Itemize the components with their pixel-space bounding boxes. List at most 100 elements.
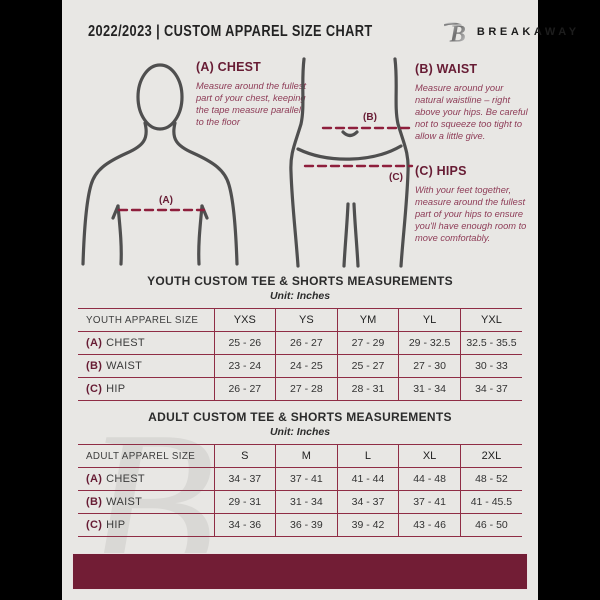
- cell: 30 - 33: [459, 354, 522, 378]
- cell: 32.5 - 35.5: [459, 331, 522, 355]
- row-name: HIP: [106, 383, 126, 395]
- hip-marker-label: (C): [389, 172, 403, 183]
- youth-measurements-section: YOUTH CUSTOM TEE & SHORTS MEASUREMENTS U…: [62, 274, 538, 401]
- brand-logo: B BREAKAWAY: [443, 17, 580, 47]
- cell: 29 - 31: [213, 490, 276, 514]
- cell: 29 - 32.5: [398, 331, 461, 355]
- cell: 25 - 27: [336, 354, 399, 378]
- youth-size-col-ym: YM: [336, 308, 399, 332]
- cell: 27 - 29: [336, 331, 399, 355]
- left-shoulder-arm-outline: [81, 121, 148, 266]
- instruction-chest: (A) CHEST Measure around the fullest par…: [196, 60, 310, 129]
- youth-hip-row: (C) HIP 26 - 27 27 - 28 28 - 31 31 - 34 3…: [78, 377, 522, 401]
- adult-waist-label: (B) WAIST: [78, 490, 214, 514]
- instruction-waist-title: (B) WAIST: [415, 62, 478, 76]
- row-key: (B): [86, 360, 103, 372]
- waist-marker-label: (B): [363, 112, 377, 123]
- adult-waist-row: (B) WAIST 29 - 31 31 - 34 34 - 37 37 - 41…: [78, 490, 522, 514]
- lower-body-diagram: (B) (C): [289, 57, 414, 268]
- navel-mark: [341, 130, 359, 138]
- instruction-chest-title: (A) CHEST: [196, 60, 261, 74]
- right-shoulder-arm-outline: [172, 121, 239, 266]
- cell: 31 - 34: [275, 490, 338, 514]
- cell: 25 - 26: [213, 331, 276, 355]
- left-inner-arm-outline: [116, 204, 123, 266]
- instruction-waist-text: Measure around your natural waistline – …: [415, 83, 528, 141]
- cell: 37 - 41: [398, 490, 461, 514]
- breakaway-b-icon: B: [443, 21, 466, 47]
- adult-table-title: ADULT CUSTOM TEE & SHORTS MEASUREMENTS: [148, 410, 452, 424]
- brand-name: BREAKAWAY: [476, 26, 580, 38]
- right-inner-arm-outline: [197, 204, 204, 266]
- youth-size-label-header: YOUTH APPAREL SIZE: [78, 308, 214, 332]
- adult-size-col-l: L: [336, 444, 399, 468]
- cell: 24 - 25: [275, 354, 338, 378]
- cell: 39 - 42: [336, 513, 399, 537]
- waistband-curve: [296, 144, 403, 161]
- instruction-hips-text: With your feet together, measure around …: [415, 185, 527, 243]
- left-hip-leg-outline: [289, 57, 306, 268]
- cell: 41 - 45.5: [459, 490, 522, 514]
- cell: 28 - 31: [336, 377, 399, 401]
- cell: 34 - 37: [213, 467, 276, 491]
- adult-size-label-header: ADULT APPAREL SIZE: [78, 444, 214, 468]
- youth-size-col-yl: YL: [398, 308, 461, 332]
- row-name: WAIST: [106, 360, 143, 372]
- cell: 44 - 48: [398, 467, 461, 491]
- row-name: WAIST: [106, 496, 143, 508]
- row-key: (A): [86, 337, 103, 349]
- document-header: 2022/2023 | CUSTOM APPAREL SIZE CHART B …: [88, 18, 576, 47]
- cell: 27 - 30: [398, 354, 461, 378]
- youth-size-col-yxs: YXS: [213, 308, 276, 332]
- right-hip-leg-outline: [393, 57, 410, 268]
- row-name: HIP: [106, 519, 126, 531]
- cell: 43 - 46: [398, 513, 461, 537]
- adult-size-col-xl: XL: [398, 444, 461, 468]
- right-inner-leg-outline: [352, 202, 360, 268]
- youth-chest-label: (A) CHEST: [78, 331, 214, 355]
- head-outline: [136, 63, 184, 131]
- instruction-hips-title: (C) HIPS: [415, 164, 467, 178]
- instruction-chest-text: Measure around the fullest part of your …: [196, 81, 307, 127]
- adult-hip-row: (C) HIP 34 - 36 36 - 39 39 - 42 43 - 46 4…: [78, 513, 522, 537]
- instruction-hips: (C) HIPS With your feet together, measur…: [415, 164, 533, 244]
- youth-hip-label: (C) HIP: [78, 377, 214, 401]
- cell: 41 - 44: [336, 467, 399, 491]
- cell: 23 - 24: [213, 354, 276, 378]
- adult-size-col-m: M: [275, 444, 338, 468]
- cell: 46 - 50: [459, 513, 522, 537]
- instruction-waist: (B) WAIST Measure around your natural wa…: [415, 62, 529, 142]
- footer-bar: [72, 553, 528, 590]
- svg-text:B: B: [449, 21, 466, 47]
- left-inner-leg-outline: [342, 202, 350, 268]
- left-armpit-line: [111, 204, 120, 220]
- cell: 34 - 36: [213, 513, 276, 537]
- adult-measurements-section: ADULT CUSTOM TEE & SHORTS MEASUREMENTS U…: [62, 410, 538, 537]
- adult-chest-row: (A) CHEST 34 - 37 37 - 41 41 - 44 44 - 48…: [78, 467, 522, 491]
- adult-chest-label: (A) CHEST: [78, 467, 214, 491]
- adult-size-col-2xl: 2XL: [459, 444, 522, 468]
- youth-size-table: YOUTH APPAREL SIZE YXS YS YM YL YXL (A) C…: [78, 308, 522, 401]
- cell: 26 - 27: [275, 331, 338, 355]
- cell: 26 - 27: [213, 377, 276, 401]
- cell: 34 - 37: [336, 490, 399, 514]
- torso-diagram: (A): [81, 63, 239, 266]
- row-key: (B): [86, 496, 103, 508]
- youth-chest-row: (A) CHEST 25 - 26 26 - 27 27 - 29 29 - 32…: [78, 331, 522, 355]
- adult-table-unit: Unit: Inches: [269, 426, 331, 438]
- row-name: CHEST: [106, 337, 145, 349]
- row-name: CHEST: [106, 473, 145, 485]
- youth-table-unit: Unit: Inches: [269, 290, 331, 302]
- cell: 37 - 41: [275, 467, 338, 491]
- youth-header-row: YOUTH APPAREL SIZE YXS YS YM YL YXL: [78, 308, 522, 332]
- cell: 27 - 28: [275, 377, 338, 401]
- adult-header-row: ADULT APPAREL SIZE S M L XL 2XL: [78, 444, 522, 468]
- youth-size-col-ys: YS: [275, 308, 338, 332]
- cell: 31 - 34: [398, 377, 461, 401]
- cell: 36 - 39: [275, 513, 338, 537]
- row-key: (C): [86, 383, 103, 395]
- row-key: (C): [86, 519, 103, 531]
- cell: 34 - 37: [459, 377, 522, 401]
- youth-waist-row: (B) WAIST 23 - 24 24 - 25 25 - 27 27 - 30…: [78, 354, 522, 378]
